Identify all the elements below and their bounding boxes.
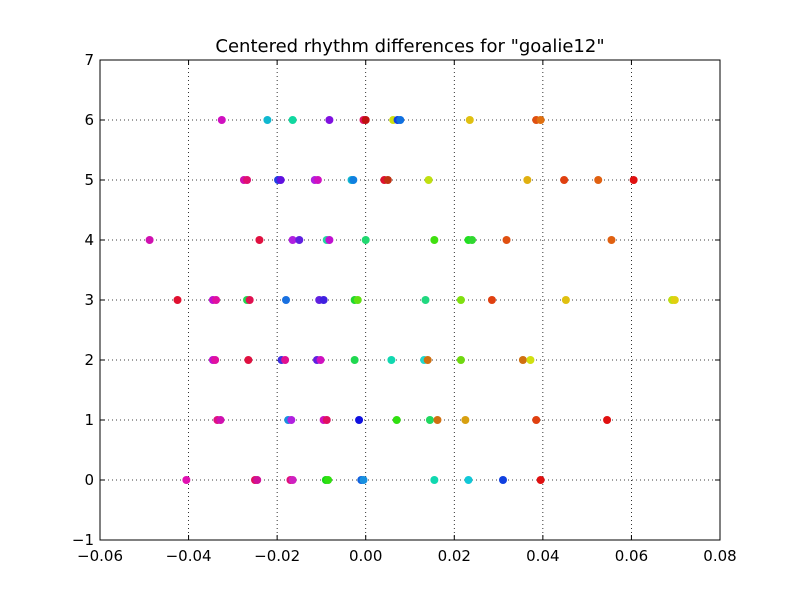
chart-title: Centered rhythm differences for "goalie1… [215,36,605,57]
data-point [353,296,362,304]
data-point [464,476,473,484]
data-point [313,176,322,184]
axis-ticks [99,59,721,541]
data-point [316,356,325,364]
data-point [383,176,392,184]
data-point [396,116,405,124]
data-point [361,116,370,124]
data-point [487,296,496,304]
data-point [594,176,603,184]
data-point [295,236,304,244]
data-point [424,176,433,184]
data-point [536,476,545,484]
x-tick-label: −0.04 [166,547,212,565]
data-point [281,356,290,364]
data-point [288,476,297,484]
data-point [561,296,570,304]
data-point [518,356,527,364]
data-point [255,236,264,244]
x-tick-label: −0.02 [254,547,300,565]
data-point [282,296,290,304]
x-tick-label: 0.04 [526,547,559,565]
data-point [425,416,434,424]
y-tick-label: 6 [84,111,94,129]
data-point [499,476,507,484]
data-point [263,116,272,124]
data-point [456,296,465,304]
data-point [387,356,396,364]
data-point [355,416,364,424]
data-point [629,176,638,184]
y-tick-label: 3 [84,291,94,309]
data-point [465,116,474,124]
data-point [211,356,220,364]
y-tick-label: −1 [72,531,94,549]
data-point [560,176,569,184]
data-point [526,356,535,364]
data-point [253,476,262,484]
y-tick-label: 7 [84,51,94,69]
y-tick-label: 4 [84,231,94,249]
y-tick-label: 1 [84,411,94,429]
data-point [392,416,401,424]
data-point [468,236,476,244]
data-point [216,416,225,424]
data-point [536,116,545,124]
data-point [322,416,331,424]
data-point [433,416,442,424]
data-point [319,296,328,304]
y-tick-label: 0 [84,471,94,489]
data-point [430,236,439,244]
data-points [145,116,679,484]
data-point [350,356,359,364]
x-tick-label: −0.06 [77,547,123,565]
data-point [276,176,285,184]
data-point [359,476,368,484]
data-point [212,296,221,304]
data-point [145,236,154,244]
y-tick-label: 2 [84,351,94,369]
y-tick-label: 5 [84,171,94,189]
data-point [523,176,532,184]
data-point [245,296,254,304]
data-point [421,296,430,304]
data-point [244,356,253,364]
data-point [243,176,252,184]
x-tick-label: 0.08 [703,547,736,565]
axis-tick-labels: −0.06 −0.04 −0.02 0.00 0.02 0.04 0.06 0.08 −1 0 1 2… [72,51,737,565]
data-point [461,416,470,424]
data-point [324,476,333,484]
data-point [423,356,432,364]
data-point [607,236,616,244]
x-tick-label: 0.06 [615,547,648,565]
data-point [532,416,541,424]
data-point [430,476,439,484]
data-point [288,116,297,124]
data-point [325,236,334,244]
x-tick-label: 0.00 [349,547,382,565]
x-tick-label: 0.02 [438,547,471,565]
data-point [670,296,679,304]
data-point [325,116,334,124]
data-point [173,296,182,304]
data-point [217,116,226,124]
data-point [287,416,296,424]
data-point [456,356,465,364]
data-point [361,236,370,244]
data-point [182,476,191,484]
data-point [349,176,358,184]
data-point [603,416,612,424]
grid-lines [100,60,720,540]
data-point [502,236,511,244]
data-point [288,236,297,244]
